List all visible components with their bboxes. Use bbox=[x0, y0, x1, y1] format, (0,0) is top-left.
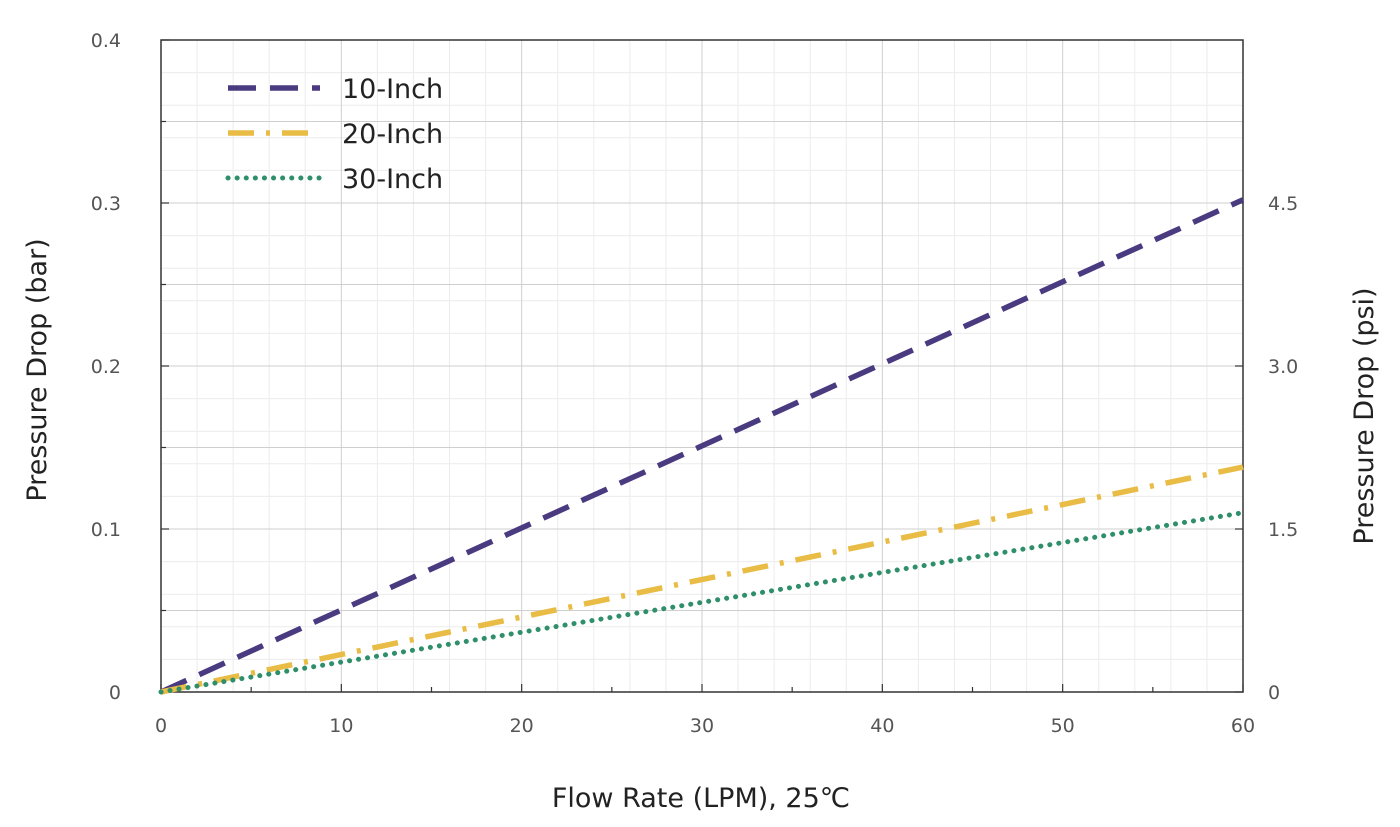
y2-axis-title: Pressure Drop (psi) bbox=[1349, 287, 1380, 544]
series-line-10-inch bbox=[159, 197, 1245, 695]
x-axis-title: Flow Rate (LPM), 25℃ bbox=[552, 783, 850, 814]
x-tick-label: 20 bbox=[510, 715, 534, 737]
y2-tick-label: 4.5 bbox=[1268, 193, 1298, 215]
axis-layer bbox=[160, 39, 1244, 693]
grid-layer bbox=[160, 40, 1244, 692]
y-axis-title: Pressure Drop (bar) bbox=[22, 238, 53, 501]
legend-label: 20-Inch bbox=[342, 119, 443, 150]
y2-tick-label: 3.0 bbox=[1268, 356, 1298, 378]
legend: 10-Inch 20-Inch 30-Inch bbox=[225, 74, 443, 195]
legend-label: 30-Inch bbox=[342, 164, 443, 195]
y-tick-label: 0.3 bbox=[91, 193, 121, 215]
x-tick-label: 50 bbox=[1051, 715, 1075, 737]
y-tick-label: 0.1 bbox=[91, 519, 121, 541]
x-tick-label: 10 bbox=[329, 715, 353, 737]
x-tick-label: 40 bbox=[870, 715, 894, 737]
y2-tick-label: 0 bbox=[1268, 682, 1280, 704]
x-tick-label: 0 bbox=[155, 715, 167, 737]
series-line-20-inch bbox=[160, 464, 1244, 695]
y-tick-label: 0.2 bbox=[91, 356, 121, 378]
y-tick-label: 0 bbox=[109, 682, 121, 704]
label-layer: Flow Rate (LPM), 25℃ Pressure Drop (bar)… bbox=[22, 30, 1380, 814]
x-tick-label: 30 bbox=[690, 715, 714, 737]
series-layer bbox=[158, 197, 1246, 695]
legend-label: 10-Inch bbox=[342, 74, 443, 105]
series-line-30-inch bbox=[158, 510, 1246, 695]
y-tick-label: 0.4 bbox=[91, 30, 121, 52]
x-tick-label: 60 bbox=[1231, 715, 1255, 737]
y2-tick-label: 1.5 bbox=[1268, 519, 1298, 541]
